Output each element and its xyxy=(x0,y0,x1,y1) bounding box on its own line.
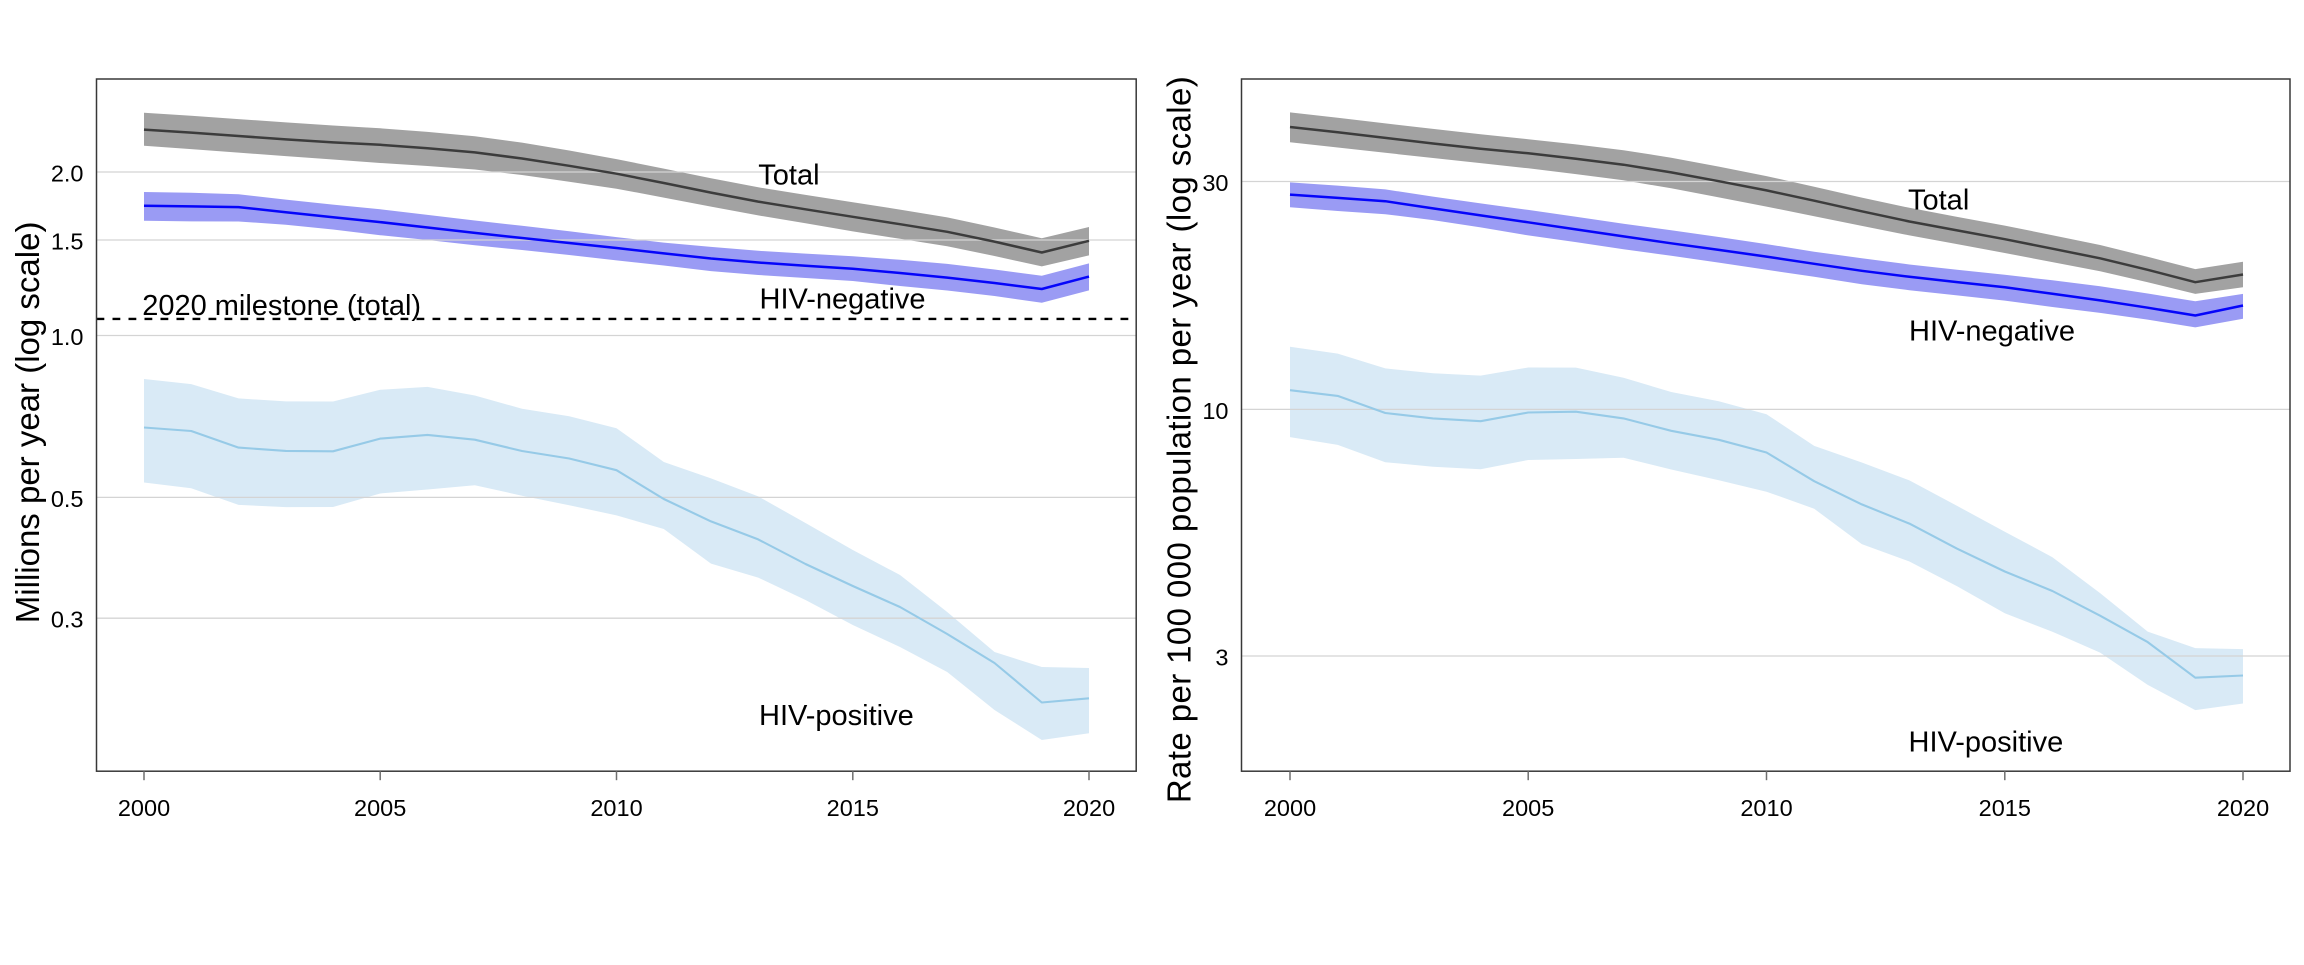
svg-text:HIV-negative: HIV-negative xyxy=(760,284,926,316)
svg-text:HIV-positive: HIV-positive xyxy=(1909,727,2064,759)
svg-text:0.3: 0.3 xyxy=(51,607,84,633)
svg-text:2005: 2005 xyxy=(354,795,406,821)
svg-text:Millions per year (log scale): Millions per year (log scale) xyxy=(9,222,46,624)
svg-text:10: 10 xyxy=(1202,398,1228,424)
svg-text:2000: 2000 xyxy=(118,795,170,821)
svg-text:0.5: 0.5 xyxy=(51,486,84,512)
svg-text:2015: 2015 xyxy=(1979,795,2031,821)
svg-text:1.5: 1.5 xyxy=(51,229,84,255)
svg-text:2020: 2020 xyxy=(2217,795,2269,821)
svg-text:3: 3 xyxy=(1215,645,1228,671)
svg-text:HIV-negative: HIV-negative xyxy=(1909,316,2075,348)
svg-text:30: 30 xyxy=(1202,170,1228,196)
svg-text:2.0: 2.0 xyxy=(51,161,84,187)
svg-text:2005: 2005 xyxy=(1502,795,1554,821)
svg-text:2010: 2010 xyxy=(590,795,642,821)
svg-text:2000: 2000 xyxy=(1264,795,1316,821)
svg-text:Rate per 100 000 population pe: Rate per 100 000 population per year (lo… xyxy=(1161,76,1198,803)
svg-text:1.0: 1.0 xyxy=(51,324,84,350)
svg-text:HIV-positive: HIV-positive xyxy=(759,700,914,732)
svg-text:Total: Total xyxy=(1908,185,1969,217)
svg-text:2010: 2010 xyxy=(1740,795,1792,821)
svg-text:2015: 2015 xyxy=(827,795,879,821)
svg-text:2020 milestone (total): 2020 milestone (total) xyxy=(142,290,421,322)
svg-text:2020: 2020 xyxy=(1063,795,1115,821)
svg-text:Total: Total xyxy=(758,160,819,192)
